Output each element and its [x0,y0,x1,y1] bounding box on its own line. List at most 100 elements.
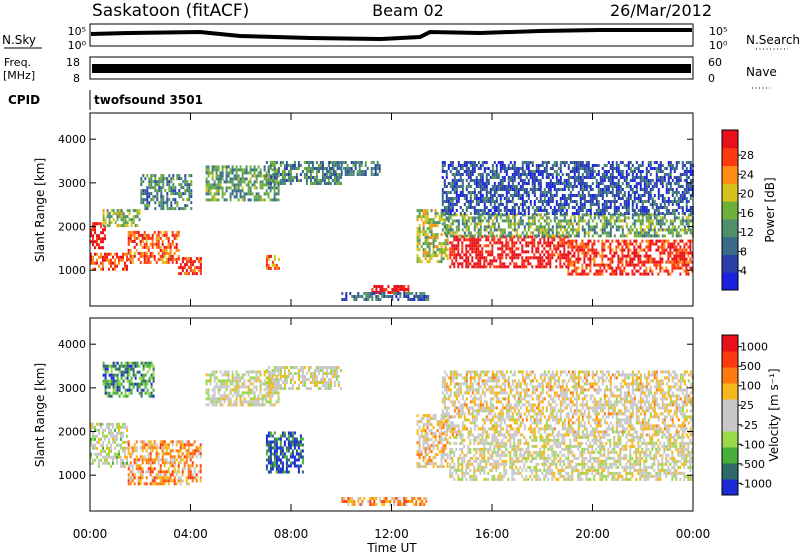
heatmap-cell [167,245,170,249]
heatmap-cell [273,164,276,167]
heatmap-cell [569,260,572,264]
heatmap-cell [515,191,518,194]
heatmap-cell [557,173,560,176]
heatmap-cell [507,241,510,245]
heatmap-cell [173,251,176,255]
heatmap-cell [167,479,170,483]
heatmap-cell [581,272,584,276]
heatmap-cell [629,228,632,232]
heatmap-cell [170,186,173,190]
heatmap-cell [263,165,266,169]
heatmap-cell [118,449,120,453]
heatmap-cell [657,245,660,249]
heatmap-cell [633,212,636,215]
heatmap-cell [207,180,210,184]
heatmap-cell [619,173,622,176]
heatmap-cell [487,235,490,239]
heatmap-cell [287,176,290,179]
heatmap-cell [163,440,166,444]
heatmap-cell [581,248,584,252]
heatmap-cell [102,240,104,244]
heatmap-cell [477,161,480,164]
heatmap-cell [669,185,672,188]
heatmap-cell [689,228,692,232]
heatmap-cell [219,174,222,178]
heatmap-cell [159,236,162,240]
heatmap-cell [491,253,494,257]
heatmap-cell [349,292,352,295]
heatmap-cell [189,260,192,264]
heatmap-cell [395,285,398,288]
heatmap-cell [263,168,266,172]
heatmap-cell [589,188,592,191]
heatmap-cell [161,455,164,459]
heatmap-cell [199,257,202,261]
heatmap-cell [355,295,358,298]
heatmap-cell [184,189,187,193]
heatmap-cell [213,183,216,187]
heatmap-cell [559,209,562,212]
heatmap-cell [671,194,674,197]
heatmap-cell [635,185,638,188]
heatmap-cell [477,216,480,220]
heatmap-cell [525,241,528,245]
heatmap-cell [348,173,351,176]
heatmap-cell [645,245,648,249]
heatmap-cell [421,295,424,298]
heatmap-cell [645,179,648,182]
heatmap-cell [567,259,570,263]
heatmap-cell [257,174,260,178]
heatmap-cell [271,164,274,167]
heatmap-cell [102,373,105,377]
heatmap-cell [467,256,470,260]
heatmap-cell [505,247,508,251]
heatmap-cell [683,269,686,273]
heatmap-cell [489,228,492,232]
heatmap-cell [149,464,152,468]
heatmap-cell [443,164,446,167]
heatmap-cell [184,180,187,184]
heatmap-cell [135,230,138,234]
heatmap-cell [579,185,582,188]
heatmap-cell [147,452,150,456]
heatmap-cell [461,250,464,254]
heatmap-cell [189,458,192,462]
heatmap-cell [601,254,604,258]
heatmap-cell [360,173,363,176]
heatmap-cell [207,165,210,169]
heatmap-cell [663,242,666,246]
heatmap-cell [631,251,634,255]
heatmap-cell [627,245,630,249]
heatmap-cell [571,200,574,203]
heatmap-cell [615,245,618,249]
heatmap-cell [567,203,570,206]
heatmap-cell [601,248,604,252]
heatmap-cell [235,171,238,175]
heatmap-cell [197,257,200,261]
heatmap-cell [633,179,636,182]
heatmap-cell [215,174,218,178]
heatmap-cell [683,242,686,246]
heatmap-cell [189,455,192,459]
heatmap-cell [94,428,96,432]
heatmap-cell [108,224,111,228]
heatmap-cell [455,170,458,173]
heatmap-cell [106,446,108,450]
heatmap-cell [487,262,490,266]
heatmap-cell [651,272,654,276]
heatmap-cell [507,176,510,179]
heatmap-cell [623,219,626,223]
heatmap-cell [535,176,538,179]
heatmap-cell [537,213,540,217]
heatmap-cell [525,176,528,179]
heatmap-cell [609,222,612,226]
heatmap-cell [575,257,578,261]
heatmap-cell [639,185,642,188]
heatmap-cell [613,269,616,273]
heatmap-cell [523,173,526,176]
heatmap-cell [249,189,252,193]
heatmap-cell [426,242,429,246]
heatmap-cell [383,295,386,298]
heatmap-cell [120,458,122,462]
heatmap-cell [440,209,443,213]
